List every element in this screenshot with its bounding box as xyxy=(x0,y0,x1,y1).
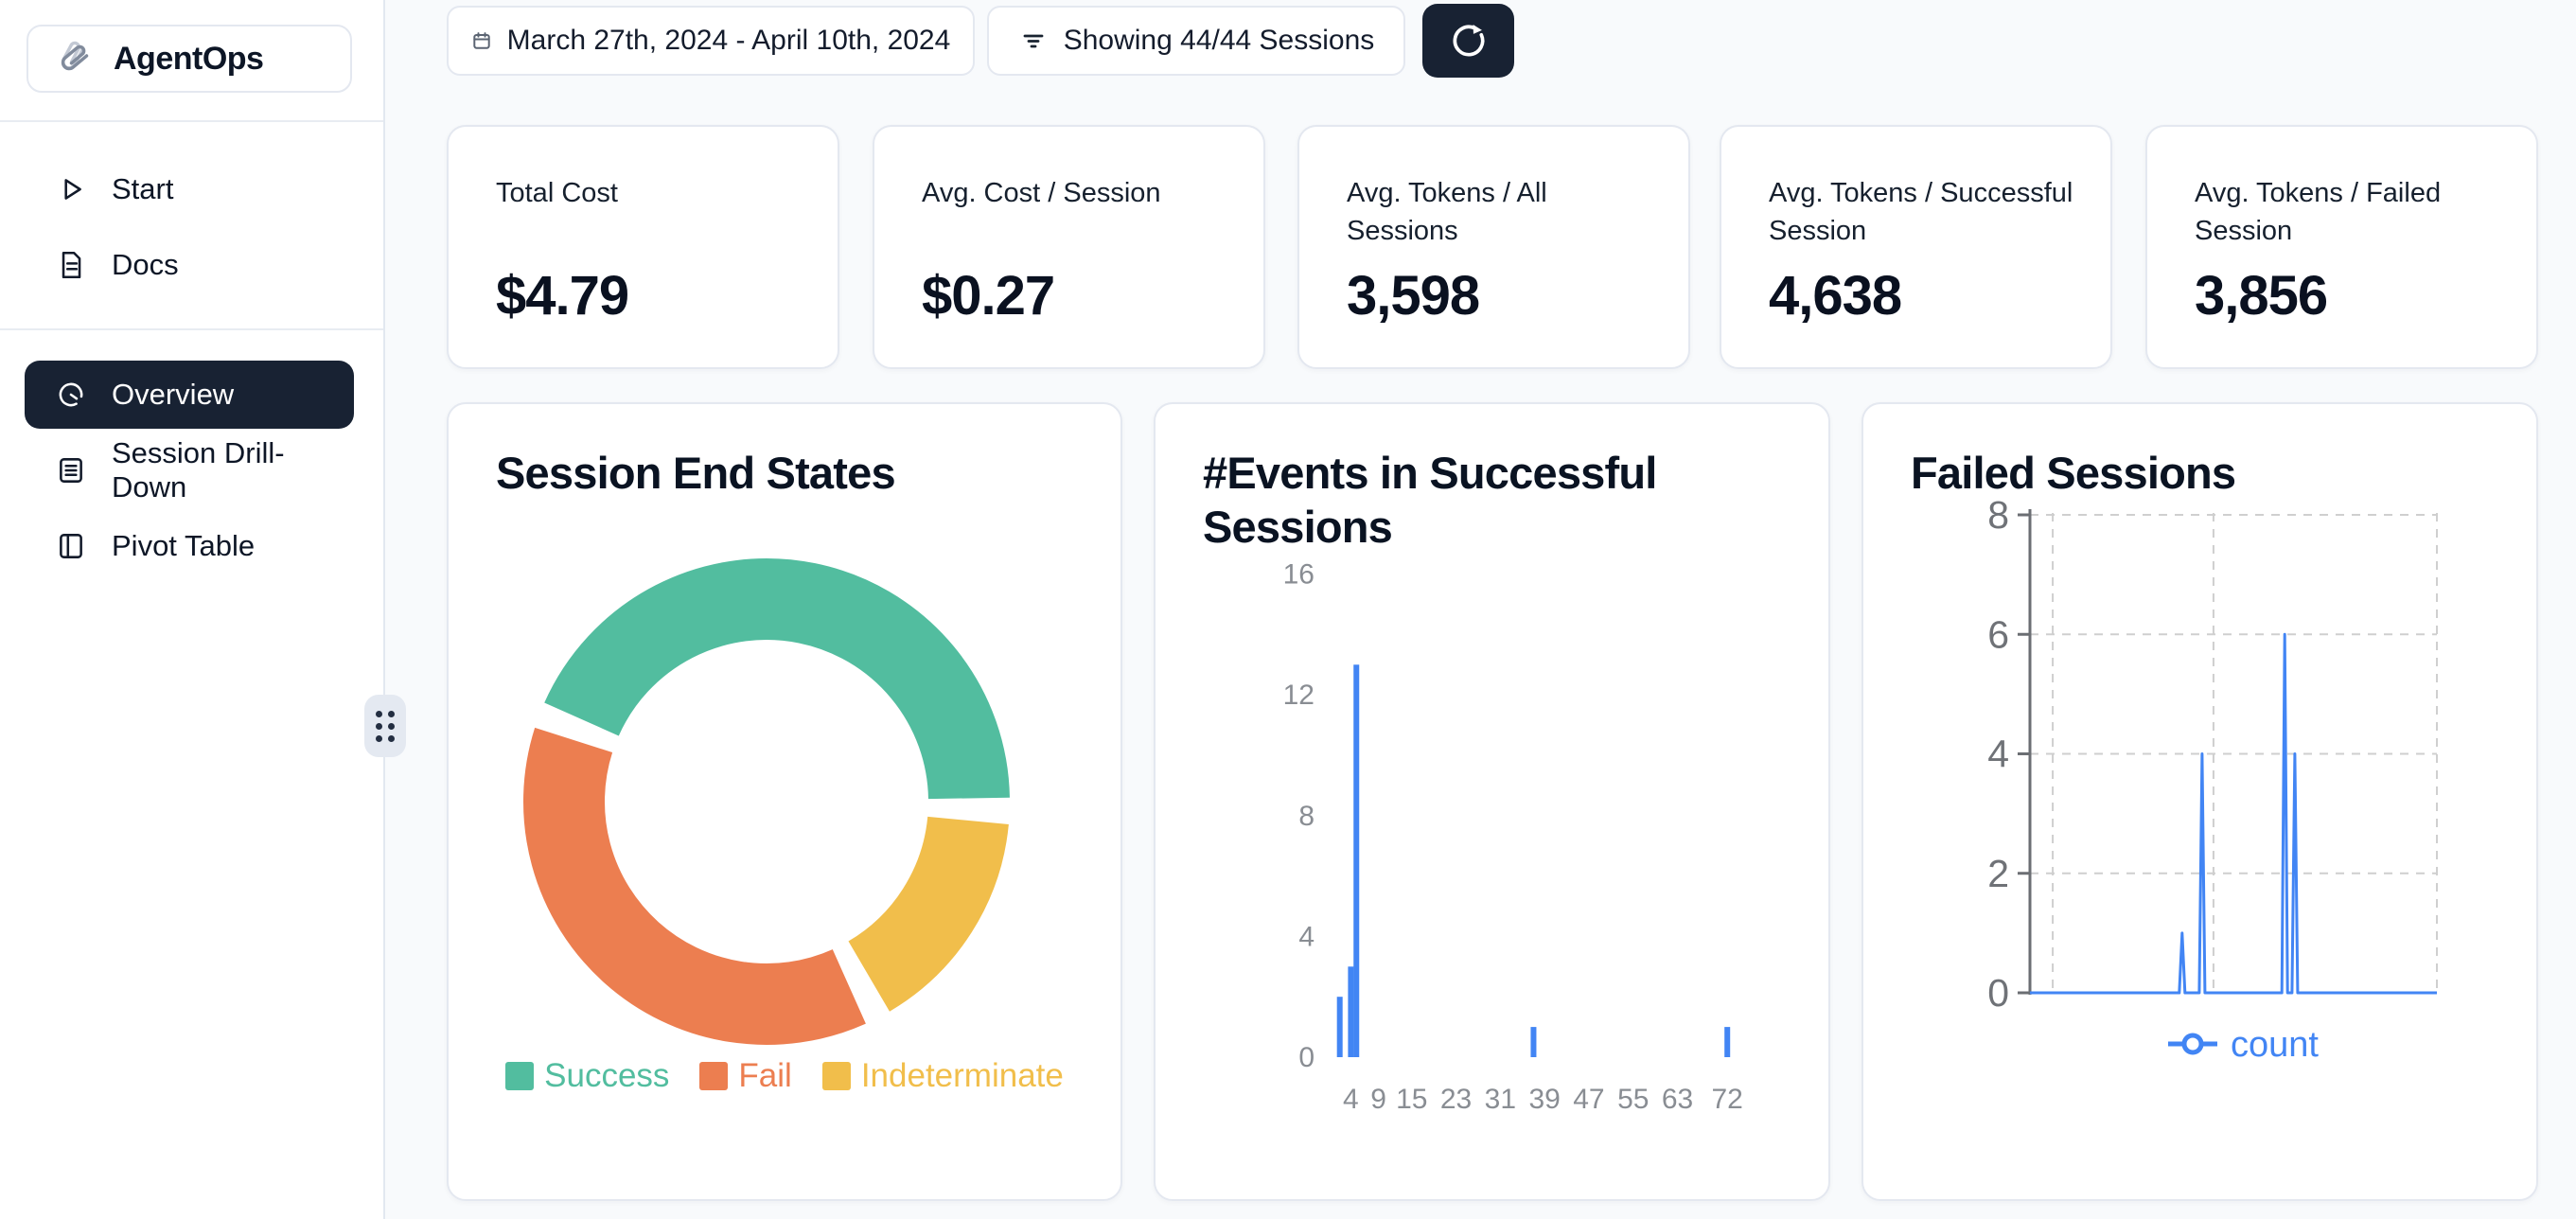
gauge-icon xyxy=(55,379,87,411)
stat-card-total-cost: Total Cost $4.79 xyxy=(447,125,839,369)
sidebar: AgentOps Start Docs Overview xyxy=(0,0,385,1219)
stat-value: 4,638 xyxy=(1769,265,1902,327)
svg-text:47: 47 xyxy=(1573,1084,1604,1115)
svg-text:2: 2 xyxy=(1987,852,2009,895)
refresh-button[interactable] xyxy=(1422,4,1514,78)
stat-card-avg-tokens-successful: Avg. Tokens / Successful Session 4,638 xyxy=(1720,125,2112,369)
legend-label: Fail xyxy=(738,1057,792,1094)
svg-text:12: 12 xyxy=(1283,680,1314,711)
stat-card-avg-cost-session: Avg. Cost / Session $0.27 xyxy=(873,125,1265,369)
sidebar-item-overview[interactable]: Overview xyxy=(25,361,354,429)
svg-text:39: 39 xyxy=(1528,1084,1560,1115)
layout-icon xyxy=(55,530,87,562)
legend-label: Indeterminate xyxy=(860,1057,1064,1094)
svg-text:0: 0 xyxy=(1298,1042,1314,1073)
sidebar-item-session-drill-down[interactable]: Session Drill-Down xyxy=(25,436,354,504)
donut-legend: Success Fail Indeterminate xyxy=(449,1057,1120,1095)
stat-value: $4.79 xyxy=(496,265,629,327)
svg-text:63: 63 xyxy=(1662,1084,1693,1115)
failed-sessions-card: Failed Sessions 0 2 4 6 8 count xyxy=(1861,402,2538,1201)
filter-sessions-button[interactable]: Showing 44/44 Sessions xyxy=(987,6,1405,76)
svg-text:16: 16 xyxy=(1283,559,1314,591)
stat-value: $0.27 xyxy=(922,265,1055,327)
svg-text:count: count xyxy=(2231,1025,2319,1065)
legend-item-indeterminate[interactable]: Indeterminate xyxy=(821,1057,1064,1095)
drag-dots-icon xyxy=(376,710,395,742)
fail-swatch-icon xyxy=(699,1062,729,1090)
svg-text:23: 23 xyxy=(1440,1084,1472,1115)
svg-text:31: 31 xyxy=(1485,1084,1516,1115)
sidebar-item-docs[interactable]: Docs xyxy=(25,238,354,292)
session-end-states-donut-chart xyxy=(523,558,1010,1045)
stat-value: 3,598 xyxy=(1347,265,1480,327)
svg-text:9: 9 xyxy=(1370,1084,1386,1115)
calendar-icon xyxy=(471,30,492,51)
indeterminate-swatch-icon xyxy=(821,1062,851,1090)
sidebar-item-label: Pivot Table xyxy=(112,529,256,562)
stat-label: Avg. Tokens / Failed Session xyxy=(2195,178,2442,246)
sidebar-item-label: Session Drill-Down xyxy=(112,436,285,504)
chart-title: Session End States xyxy=(496,448,896,498)
sidebar-divider-bottom xyxy=(0,328,383,330)
filter-label: Showing 44/44 Sessions xyxy=(1063,25,1375,56)
session-end-states-card: Session End States Success Fail Indeterm… xyxy=(447,402,1122,1201)
sidebar-item-label: Start xyxy=(112,172,174,205)
app-name: AgentOps xyxy=(114,40,264,77)
stat-label: Avg. Cost / Session xyxy=(922,178,1161,208)
svg-text:8: 8 xyxy=(1298,801,1314,832)
failed-sessions-line-chart: 0 2 4 6 8 count xyxy=(1987,493,2438,1065)
success-swatch-icon xyxy=(505,1062,535,1090)
svg-text:55: 55 xyxy=(1617,1084,1649,1115)
app-logo[interactable]: AgentOps xyxy=(26,25,352,93)
sidebar-item-label: Docs xyxy=(112,248,179,281)
chart-title: Failed Sessions xyxy=(1911,448,2236,498)
svg-text:4: 4 xyxy=(1343,1084,1359,1115)
legend-label: Success xyxy=(544,1057,670,1094)
stat-label: Avg. Tokens / All Sessions xyxy=(1347,178,1547,246)
svg-text:0: 0 xyxy=(1987,971,2009,1015)
filter-icon xyxy=(1018,26,1049,56)
svg-text:72: 72 xyxy=(1712,1084,1743,1115)
svg-text:15: 15 xyxy=(1396,1084,1427,1115)
svg-text:6: 6 xyxy=(1987,612,2009,656)
stat-card-avg-tokens-failed: Avg. Tokens / Failed Session 3,856 xyxy=(2145,125,2538,369)
paperclip-icon xyxy=(53,37,97,80)
date-range-button[interactable]: March 27th, 2024 - April 10th, 2024 xyxy=(447,6,975,76)
stat-label: Total Cost xyxy=(496,178,618,208)
stat-card-avg-tokens-all: Avg. Tokens / All Sessions 3,598 xyxy=(1297,125,1690,369)
svg-text:4: 4 xyxy=(1987,733,2009,776)
sidebar-resize-handle[interactable] xyxy=(364,695,406,757)
list-icon xyxy=(55,454,87,486)
stat-label: Avg. Tokens / Successful Session xyxy=(1769,178,2073,246)
legend-item-success[interactable]: Success xyxy=(505,1057,669,1095)
document-icon xyxy=(55,249,87,281)
svg-text:4: 4 xyxy=(1298,921,1314,952)
svg-text:8: 8 xyxy=(1987,493,2009,537)
sidebar-item-start[interactable]: Start xyxy=(25,162,354,217)
sidebar-item-pivot-table[interactable]: Pivot Table xyxy=(25,519,354,574)
date-range-label: March 27th, 2024 - April 10th, 2024 xyxy=(506,25,951,56)
sidebar-item-label: Overview xyxy=(112,378,235,411)
sidebar-divider-top xyxy=(0,120,383,122)
count-legend[interactable]: count xyxy=(2168,1025,2319,1065)
play-icon xyxy=(55,173,87,205)
refresh-icon xyxy=(1448,20,1490,62)
events-in-successful-sessions-card: #Events in Successful Sessions 0 4 8 12 16 4 9… xyxy=(1154,402,1830,1201)
stat-value: 3,856 xyxy=(2195,265,2328,327)
legend-item-fail[interactable]: Fail xyxy=(699,1057,792,1095)
chart-title: #Events in Successful Sessions xyxy=(1203,448,1657,552)
